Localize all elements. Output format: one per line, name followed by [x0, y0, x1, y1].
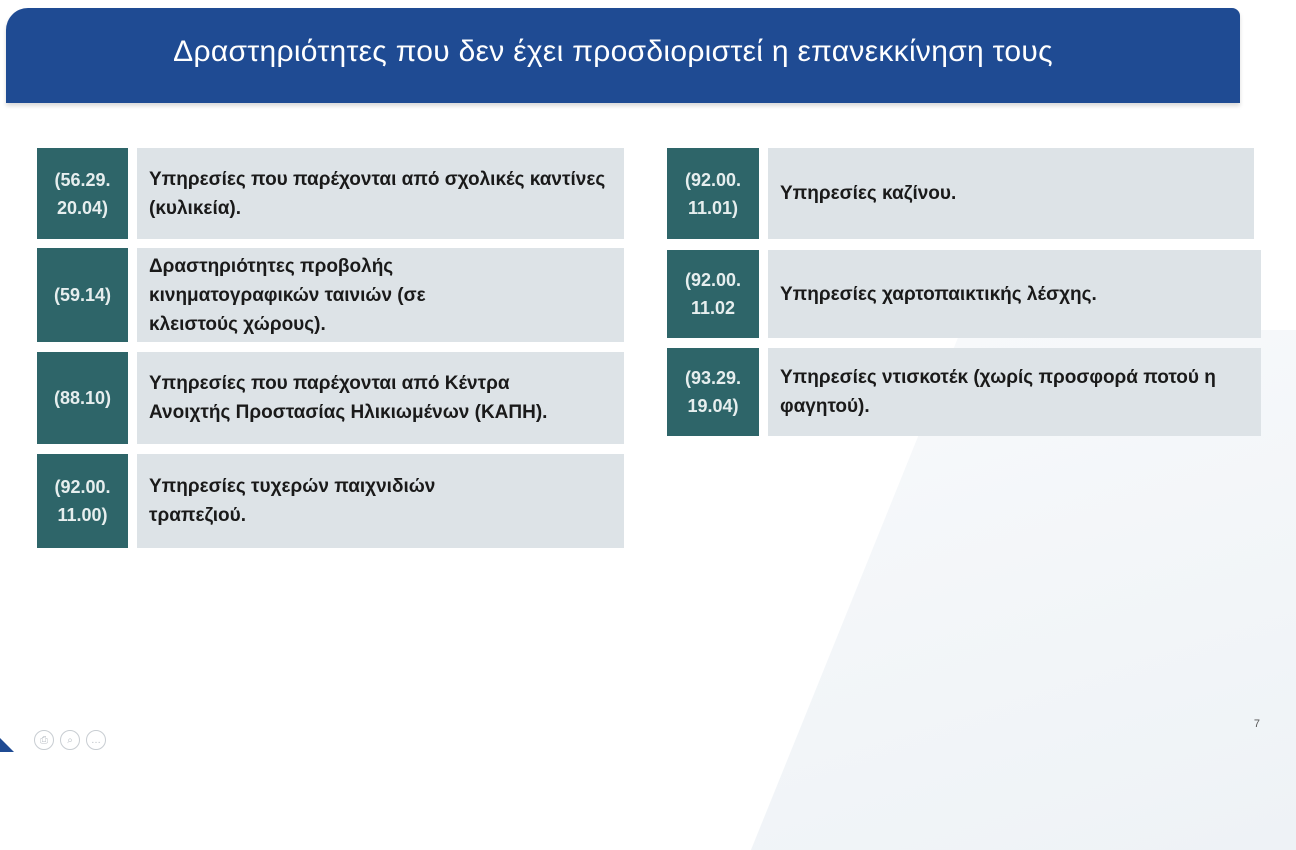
- activity-code: (59.14): [37, 248, 128, 342]
- list-item: (88.10) Υπηρεσίες που παρέχονται από Κέν…: [37, 352, 624, 444]
- page-number: 7: [1253, 718, 1260, 730]
- list-item: (56.29. 20.04) Υπηρεσίες που παρέχονται …: [37, 148, 624, 239]
- activity-code: (92.00. 11.01): [667, 148, 759, 239]
- activity-code: (93.29. 19.04): [667, 348, 759, 436]
- slide-nav-controls: ⎙ ⌕ …: [34, 730, 106, 750]
- activity-code: (92.00. 11.00): [37, 454, 128, 548]
- activity-description: Υπηρεσίες καζίνου.: [768, 148, 1254, 239]
- print-icon[interactable]: ⎙: [34, 730, 54, 750]
- activity-description: Υπηρεσίες που παρέχονται από Κέντρα Ανοι…: [137, 352, 624, 444]
- list-item: (92.00. 11.00) Υπηρεσίες τυχερών παιχνιδ…: [37, 454, 624, 548]
- activity-description: Δραστηριότητες προβολής κινηματογραφικών…: [137, 248, 624, 342]
- activity-code: (56.29. 20.04): [37, 148, 128, 239]
- activity-description: Υπηρεσίες χαρτοπαικτικής λέσχης.: [768, 250, 1261, 338]
- activity-code: (92.00. 11.02: [667, 250, 759, 338]
- list-item: (92.00. 11.02 Υπηρεσίες χαρτοπαικτικής λ…: [667, 250, 1261, 338]
- title-bar: Δραστηριότητες που δεν έχει προσδιοριστε…: [6, 8, 1240, 103]
- more-icon[interactable]: …: [86, 730, 106, 750]
- list-item: (92.00. 11.01) Υπηρεσίες καζίνου.: [667, 148, 1254, 239]
- activity-description: Υπηρεσίες τυχερών παιχνιδιών τραπεζιού.: [137, 454, 624, 548]
- activity-description: Υπηρεσίες ντισκοτέκ (χωρίς προσφορά ποτο…: [768, 348, 1261, 436]
- list-item: (59.14) Δραστηριότητες προβολής κινηματο…: [37, 248, 624, 342]
- zoom-icon[interactable]: ⌕: [60, 730, 80, 750]
- activity-description: Υπηρεσίες που παρέχονται από σχολικές κα…: [137, 148, 624, 239]
- list-item: (93.29. 19.04) Υπηρεσίες ντισκοτέκ (χωρί…: [667, 348, 1261, 436]
- slide-title: Δραστηριότητες που δεν έχει προσδιοριστε…: [173, 34, 1053, 68]
- nav-arrow-icon[interactable]: [0, 738, 14, 752]
- activity-code: (88.10): [37, 352, 128, 444]
